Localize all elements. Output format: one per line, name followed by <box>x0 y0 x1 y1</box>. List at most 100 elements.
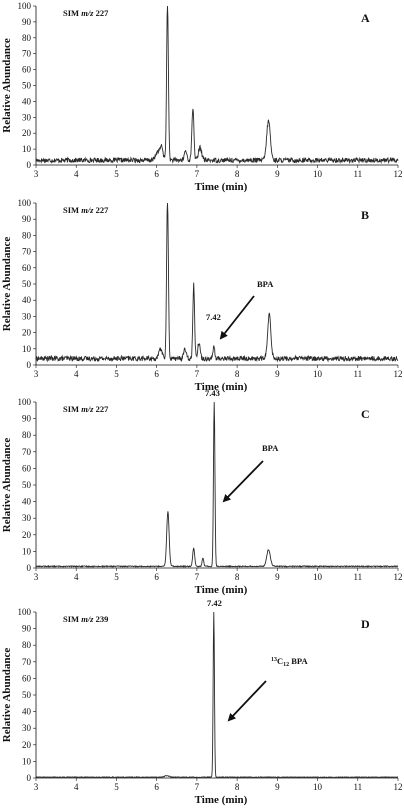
panel-letter: C <box>361 407 370 421</box>
y-tick-label: 20 <box>22 328 32 338</box>
y-axis-title: Relative Abundance <box>1 648 13 743</box>
y-tick-label: 80 <box>22 33 32 43</box>
y-tick-label: 50 <box>22 480 32 490</box>
panel-letter: D <box>361 617 370 631</box>
y-tick-label: 70 <box>22 247 32 257</box>
x-tick-label: 11 <box>353 782 362 792</box>
x-tick-label: 8 <box>235 169 240 179</box>
y-tick-label: 30 <box>22 513 32 523</box>
y-axis-title: Relative Abundance <box>1 237 13 332</box>
x-axis-title: Time (min) <box>195 381 248 393</box>
y-tick-label: 60 <box>22 65 32 75</box>
y-tick-label: 50 <box>22 690 32 700</box>
x-tick-label: 3 <box>34 169 39 179</box>
y-tick-label: 70 <box>22 657 32 667</box>
x-tick-label: 7 <box>195 572 200 582</box>
y-tick-label: 30 <box>22 311 32 321</box>
x-tick-label: 8 <box>235 572 240 582</box>
x-axis-title: Time (min) <box>195 794 248 806</box>
y-tick-label: 10 <box>22 546 32 556</box>
y-tick-label: 80 <box>22 230 32 240</box>
y-tick-label: 70 <box>22 447 32 457</box>
y-tick-label: 10 <box>22 344 32 354</box>
x-tick-label: 4 <box>74 782 79 792</box>
y-tick-label: 60 <box>22 263 32 273</box>
x-tick-label: 7 <box>195 369 200 379</box>
y-tick-label: 70 <box>22 49 32 59</box>
y-tick-label: 50 <box>22 81 32 91</box>
panel-letter: B <box>361 208 369 222</box>
y-tick-label: 50 <box>22 279 32 289</box>
x-tick-label: 3 <box>34 369 39 379</box>
x-tick-label: 3 <box>34 572 39 582</box>
x-tick-label: 6 <box>154 782 159 792</box>
sim-mode-label: SIM m/z 227 <box>63 404 109 414</box>
x-tick-label: 9 <box>275 169 280 179</box>
y-tick-label: 30 <box>22 112 32 122</box>
x-tick-label: 10 <box>313 782 323 792</box>
y-axis-title: Relative Abundance <box>1 438 13 533</box>
y-tick-label: 40 <box>22 295 32 305</box>
x-tick-label: 12 <box>394 169 403 179</box>
y-tick-label: 100 <box>18 607 32 617</box>
x-tick-label: 4 <box>74 169 79 179</box>
compound-label: 13C12 BPA <box>271 656 308 668</box>
y-tick-label: 20 <box>22 128 32 138</box>
y-tick-label: 80 <box>22 430 32 440</box>
sim-mode-label: SIM m/z 239 <box>63 614 108 624</box>
x-tick-label: 9 <box>275 782 280 792</box>
sim-mode-label: SIM m/z 227 <box>63 205 109 215</box>
x-tick-label: 3 <box>34 782 39 792</box>
y-tick-label: 90 <box>22 414 32 424</box>
y-tick-label: 0 <box>27 360 32 370</box>
x-tick-label: 12 <box>394 369 403 379</box>
y-tick-label: 100 <box>18 198 32 208</box>
x-tick-label: 5 <box>114 572 119 582</box>
y-tick-label: 0 <box>27 773 32 783</box>
x-tick-label: 4 <box>74 572 79 582</box>
x-tick-label: 10 <box>313 572 323 582</box>
x-tick-label: 11 <box>353 169 362 179</box>
x-tick-label: 8 <box>235 782 240 792</box>
pointer-arrow <box>219 295 255 340</box>
x-tick-label: 12 <box>394 572 403 582</box>
y-tick-label: 90 <box>22 624 32 634</box>
y-tick-label: 80 <box>22 640 32 650</box>
x-tick-label: 6 <box>154 572 159 582</box>
y-tick-label: 0 <box>27 563 32 573</box>
x-tick-label: 12 <box>394 782 403 792</box>
x-tick-label: 7 <box>195 782 200 792</box>
peak-retention-label: 7.43 <box>205 388 220 398</box>
x-tick-label: 8 <box>235 369 240 379</box>
pointer-arrow <box>227 680 267 722</box>
chromatogram-trace <box>35 202 399 363</box>
x-tick-label: 9 <box>275 369 280 379</box>
y-tick-label: 100 <box>18 397 32 407</box>
x-tick-label: 9 <box>275 572 280 582</box>
y-tick-label: 10 <box>22 756 32 766</box>
compound-label: BPA <box>257 279 274 289</box>
chromatogram-trace <box>35 401 399 568</box>
x-tick-label: 6 <box>154 169 159 179</box>
y-tick-label: 40 <box>22 96 32 106</box>
pointer-arrow <box>222 460 264 503</box>
x-tick-label: 11 <box>353 572 362 582</box>
peak-retention-label: 7.42 <box>206 312 221 322</box>
x-axis-title: Time (min) <box>195 584 248 596</box>
peak-retention-label: 7.42 <box>207 598 222 608</box>
y-tick-label: 30 <box>22 723 32 733</box>
chromatogram-trace <box>36 611 399 779</box>
y-tick-label: 40 <box>22 707 32 717</box>
x-tick-label: 4 <box>74 369 79 379</box>
y-tick-label: 60 <box>22 463 32 473</box>
y-tick-label: 40 <box>22 497 32 507</box>
x-tick-label: 10 <box>313 169 323 179</box>
x-tick-label: 11 <box>353 369 362 379</box>
sim-mode-label: SIM m/z 227 <box>63 8 109 18</box>
x-axis-title: Time (min) <box>195 181 248 193</box>
panel-b: 0 10 20 30 40 50 60 70 80 90 100 3 4 5 6 7 8 9 10 11 12 Time … <box>1 198 403 393</box>
y-tick-label: 10 <box>22 144 32 154</box>
panel-a: 0 10 20 30 40 50 60 70 80 90 100 3 4 5 6 7 8 9 10 11 12 Time … <box>1 1 403 193</box>
y-tick-label: 90 <box>22 214 32 224</box>
